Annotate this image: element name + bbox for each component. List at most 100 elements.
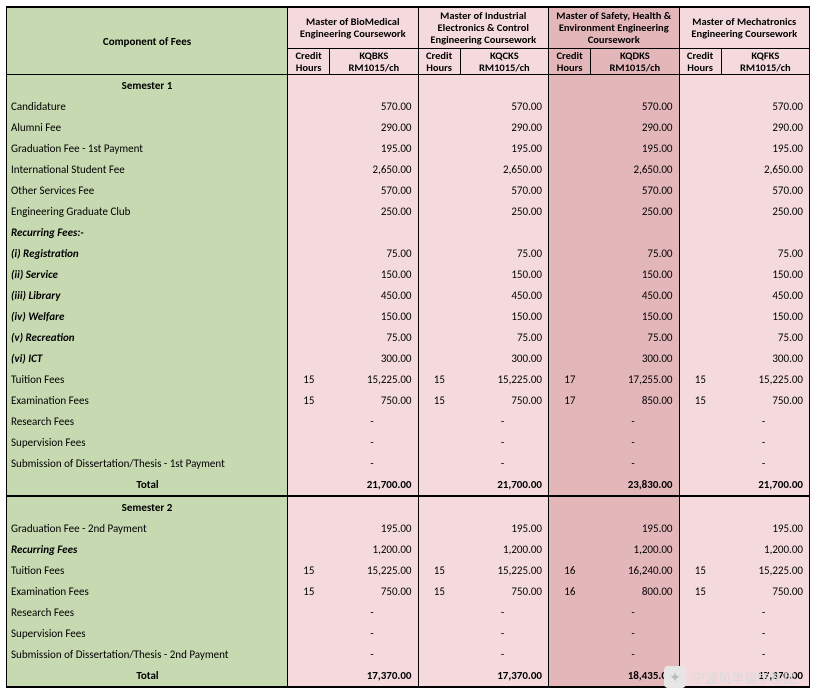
sem1-row3-ch-3: 15 [679,581,721,602]
sem1-row4-v-2: - [591,602,679,623]
header-code-2: KQDKSRM1015/ch [591,49,679,75]
sem0-row5-ch-0 [288,201,330,222]
sem0-row12-ch-2 [549,348,591,369]
sem0-row8-v-1: 150.00 [460,264,548,285]
sem0-row10-ch-0 [288,306,330,327]
fee-table: Component of FeesMaster of BioMedical En… [6,6,810,688]
sem0-row11-v-1: 75.00 [460,327,548,348]
sem0-row4-label: Other Services Fee [7,180,288,201]
sem0-row2-ch-3 [679,138,721,159]
sem0-row16-v-2: - [591,432,679,453]
sem0-row14-v-1: 750.00 [460,390,548,411]
sem0-row17-v-1: - [460,453,548,474]
sem0-row9-ch-3 [679,285,721,306]
sem0-row6-ch-0 [288,222,330,243]
sem0-row8-ch-2 [549,264,591,285]
sem1-total-v-2: 18,435.00 [591,665,679,687]
sem1-row4-ch-3 [679,602,721,623]
sem0-total-v-3: 21,700.00 [721,474,809,496]
sem0-row10-ch-3 [679,306,721,327]
sem0-row3-ch-1 [418,159,460,180]
sem0-row2-ch-0 [288,138,330,159]
sem1-row2-label: Tuition Fees [7,560,288,581]
sem0-row4-ch-3 [679,180,721,201]
sem0-row4-ch-1 [418,180,460,201]
sem0-row1-ch-1 [418,117,460,138]
sem0-row11-v-2: 75.00 [591,327,679,348]
sem0-row5-ch-2 [549,201,591,222]
sem0-row6-ch-3 [679,222,721,243]
sem0-row13-ch-1: 15 [418,369,460,390]
sem0-row17-label: Submission of Dissertation/Thesis - 1st … [7,453,288,474]
sem0-row1-ch-2 [549,117,591,138]
sem0-total-v-1: 21,700.00 [460,474,548,496]
sem1-total-label: Total [7,665,288,687]
sem0-total-v-0: 21,700.00 [330,474,418,496]
sem0-row9-v-0: 450.00 [330,285,418,306]
sem1-total-ch-0 [288,665,330,687]
sem0-total-label: Total [7,474,288,496]
sem0-row7-ch-0 [288,243,330,264]
sem0-row17-ch-0 [288,453,330,474]
sem0-total-ch-2 [549,474,591,496]
header-program-3: Master of Mechatronics Engineering Cours… [679,7,810,49]
header-code-3: KQFKSRM1015/ch [721,49,809,75]
sem1-row4-ch-0 [288,602,330,623]
sem0-row10-v-0: 150.00 [330,306,418,327]
sem0-row0-ch-0 [288,96,330,117]
sem1-row6-ch-1 [418,644,460,665]
sem0-row9-ch-0 [288,285,330,306]
sem0-total-v-2: 23,830.00 [591,474,679,496]
sem1-row1-ch-0 [288,539,330,560]
header-code-1: KQCKSRM1015/ch [460,49,548,75]
sem0-row3-ch-2 [549,159,591,180]
sem1-row0-label: Graduation Fee - 2nd Payment [7,518,288,539]
sem0-row13-ch-3: 15 [679,369,721,390]
sem1-hdr-ch-2 [549,496,591,518]
sem1-row1-v-0: 1,200.00 [330,539,418,560]
sem1-row1-ch-3 [679,539,721,560]
sem0-row1-v-3: 290.00 [721,117,809,138]
sem1-row1-ch-1 [418,539,460,560]
sem1-hdr-ch-1 [418,496,460,518]
sem1-row3-ch-1: 15 [418,581,460,602]
sem0-row0-v-3: 570.00 [721,96,809,117]
sem0-row14-v-0: 750.00 [330,390,418,411]
sem1-row3-v-3: 750.00 [721,581,809,602]
sem0-row7-ch-3 [679,243,721,264]
sem0-row17-v-2: - [591,453,679,474]
sem1-total-ch-1 [418,665,460,687]
sem0-row11-ch-3 [679,327,721,348]
sem0-row10-v-2: 150.00 [591,306,679,327]
sem0-row16-v-3: - [721,432,809,453]
sem1-row6-v-1: - [460,644,548,665]
sem1-row2-v-1: 15,225.00 [460,560,548,581]
sem1-row5-v-1: - [460,623,548,644]
sem1-row5-ch-2 [549,623,591,644]
header-component: Component of Fees [7,7,288,75]
sem0-row12-label: (vi) ICT [7,348,288,369]
sem0-row5-v-0: 250.00 [330,201,418,222]
sem1-row3-v-2: 800.00 [591,581,679,602]
sem0-row2-ch-2 [549,138,591,159]
sem0-row13-v-3: 15,225.00 [721,369,809,390]
sem1-row2-v-0: 15,225.00 [330,560,418,581]
sem1-row0-v-1: 195.00 [460,518,548,539]
sem0-row8-ch-3 [679,264,721,285]
header-credit-2: Credit Hours [549,49,591,75]
sem0-row11-v-3: 75.00 [721,327,809,348]
header-credit-1: Credit Hours [418,49,460,75]
sem0-hdr-v-3 [721,75,809,97]
sem0-row6-ch-1 [418,222,460,243]
sem0-row17-ch-1 [418,453,460,474]
sem0-row3-v-3: 2,650.00 [721,159,809,180]
sem0-row10-v-1: 150.00 [460,306,548,327]
sem1-row4-ch-2 [549,602,591,623]
sem0-row6-v-0 [330,222,418,243]
sem0-row2-ch-1 [418,138,460,159]
sem1-row3-v-1: 750.00 [460,581,548,602]
header-code-0: KQBKSRM1015/ch [330,49,418,75]
sem0-row1-v-1: 290.00 [460,117,548,138]
sem0-row2-v-0: 195.00 [330,138,418,159]
sem1-row2-ch-2: 16 [549,560,591,581]
